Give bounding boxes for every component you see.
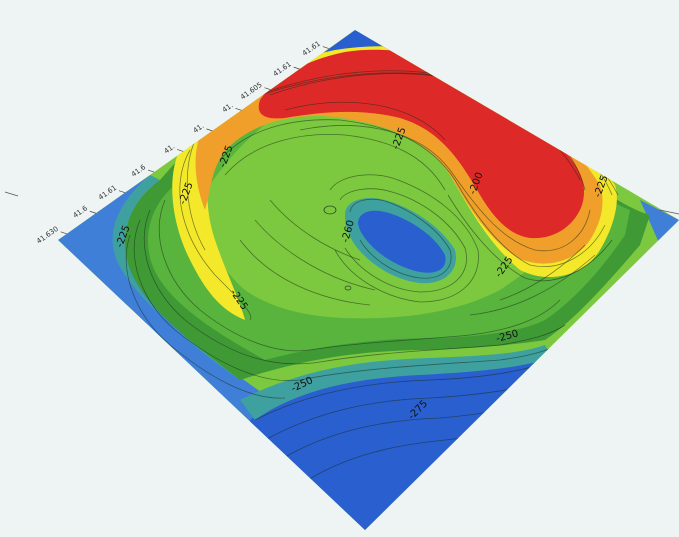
contour-line bbox=[125, 234, 286, 399]
teal-bottom-band bbox=[240, 345, 552, 420]
corner-markers bbox=[4, 191, 679, 215]
small-mound bbox=[344, 285, 352, 291]
axis-tick-label: 41.61 bbox=[97, 184, 118, 202]
axis-tick-label: 41.6 bbox=[130, 163, 148, 179]
axis-tick-label: 41.61 bbox=[272, 60, 293, 78]
contour-line bbox=[284, 101, 446, 141]
contour-line bbox=[349, 198, 452, 279]
contour-line bbox=[179, 149, 252, 321]
axis-tick-label: 41.6 bbox=[72, 204, 90, 220]
axis-tick-mark bbox=[118, 190, 126, 193]
axis-tick-label: 41. bbox=[163, 143, 177, 156]
axis-tick-label: 41.61 bbox=[301, 40, 322, 58]
axis-tick-mark bbox=[206, 128, 213, 132]
contour-line bbox=[224, 134, 446, 191]
blue-pit-region bbox=[358, 210, 446, 273]
axis-tick-mark bbox=[322, 46, 329, 49]
local-features bbox=[323, 205, 352, 291]
contour-line bbox=[219, 119, 456, 181]
axis-tick-mark bbox=[264, 87, 271, 91]
contour-line bbox=[499, 244, 586, 301]
small-depression bbox=[323, 205, 337, 215]
contour-line bbox=[254, 361, 549, 421]
axis-tick-label: 41. bbox=[192, 122, 206, 135]
contour-line bbox=[254, 219, 376, 291]
contour-line bbox=[299, 125, 591, 252]
contour-line bbox=[339, 188, 467, 293]
axis-tick-mark bbox=[235, 107, 242, 111]
axis-tick-mark bbox=[60, 231, 67, 235]
contour-line bbox=[469, 254, 596, 316]
axis-tick-label: 41. bbox=[221, 101, 235, 114]
contour-line bbox=[329, 174, 479, 303]
contour-line bbox=[239, 239, 371, 306]
contour-line bbox=[133, 219, 576, 382]
corner-tick bbox=[4, 191, 19, 197]
contour-line bbox=[158, 199, 561, 352]
contour-line bbox=[454, 179, 606, 267]
axis-tick-mark bbox=[89, 210, 96, 214]
contour-line bbox=[269, 199, 361, 261]
axis-tick-mark bbox=[293, 66, 300, 70]
axis-tick-mark bbox=[147, 169, 155, 173]
axis-tick-mark bbox=[177, 149, 184, 152]
contour-line bbox=[143, 209, 566, 365]
blue-right-region bbox=[640, 200, 679, 245]
corner-tick bbox=[659, 209, 679, 215]
contour-line bbox=[447, 194, 613, 282]
axis-tick-label: 41.630 bbox=[35, 225, 60, 246]
